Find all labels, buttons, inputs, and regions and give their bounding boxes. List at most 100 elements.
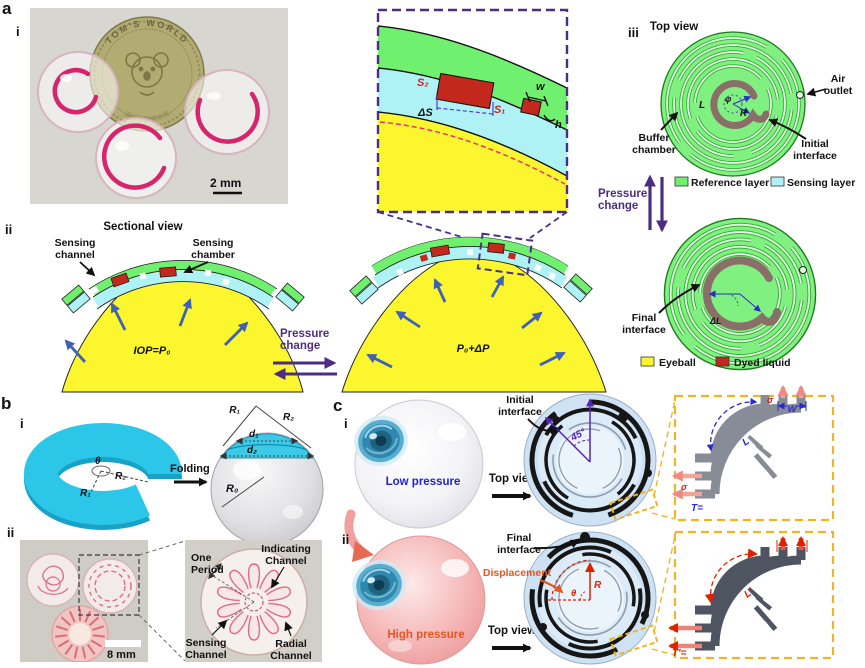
sensing-chamber-line1: Sensing — [193, 237, 234, 249]
radius-arrow — [732, 95, 752, 105]
initial-interface-line1: Initial — [801, 138, 829, 150]
pressure-v-line2: change — [598, 200, 638, 212]
sensing-channel-line2: channel — [55, 249, 95, 261]
iop-changed-label: P₀+ΔP — [457, 343, 490, 355]
lens-closeup-photo: One Period Indicating Channel Sensing Ch… — [185, 540, 322, 662]
inset-connector-right — [529, 211, 568, 239]
dyed-liquid-channel — [520, 97, 542, 117]
indicator-arcs — [529, 399, 651, 521]
panel-a: a i TOM'S WORLD 湯姆熊歡樂世界 — [2, 0, 855, 393]
d2-label: d₂ — [247, 445, 257, 456]
d1-label: d₁ — [249, 429, 259, 440]
sensing-layer-band — [378, 68, 567, 176]
selection-dashed-box — [78, 554, 140, 616]
r2-cap-label: R₂ — [283, 412, 294, 423]
sensing-channels-white — [90, 267, 230, 295]
initial-interface-line2: interface — [793, 150, 837, 162]
folding-annotation: Folding — [170, 463, 210, 487]
center-dotted-circle — [723, 94, 743, 114]
dyed-liquid-shifted — [487, 242, 505, 254]
panel-a-label: a — [2, 0, 12, 18]
initial-interface-annotation: Initial interface — [768, 118, 837, 162]
delta-s-label: ΔS — [417, 107, 433, 119]
eyeball-swatch — [640, 356, 655, 367]
one-period-line2: Period — [191, 564, 224, 576]
panel-a-i-label: i — [16, 24, 20, 39]
magnified-inset: S₂ S₁ ΔS w h — [376, 8, 569, 241]
zoom-connector-top — [138, 540, 186, 556]
inset-dashed-box — [376, 8, 569, 214]
panel-a-ii-label: ii — [5, 222, 12, 237]
air-outlet-hole — [799, 266, 807, 274]
indicating-channel-annotation: Indicating Channel — [261, 543, 311, 589]
r1-ring-label: R₁ — [80, 488, 91, 499]
final-interface-annotation: Final interface — [622, 284, 701, 336]
panel-c-i-label: i — [344, 416, 348, 431]
radius-arrow — [732, 103, 751, 114]
scale-label-2mm: 2 mm — [210, 176, 241, 190]
r-label: R — [740, 108, 747, 119]
theta-c-label: θ — [571, 588, 577, 599]
model-eyeball-sphere: R₁ R₂ d₁ d₂ R₀ — [210, 405, 324, 546]
dyed-liquid-arc-final — [702, 256, 781, 331]
l-label: L — [699, 100, 705, 111]
radius-arrow — [739, 293, 762, 312]
final-interface-annotation-c: Final interface — [497, 532, 580, 556]
eyeball-dome-changed: P₀+ΔP — [341, 232, 607, 393]
buffer-chamber-line1: Buffer — [639, 132, 670, 144]
dyed-liquid-arc-initial — [710, 80, 770, 130]
sensing-b-line1: Sensing — [186, 637, 227, 649]
zoom-connector — [651, 648, 676, 656]
eyeball-low-pressure: Low pressure — [346, 399, 484, 529]
sensing-channel-annotation: Sensing channel — [55, 237, 95, 277]
sensing-chamber-red — [159, 266, 177, 278]
legend-layers: Reference layer Sensing layer — [674, 176, 855, 189]
r1-cap-label: R₁ — [229, 405, 240, 416]
folded-lens-cap — [220, 433, 314, 459]
radius-c-label: R — [594, 580, 602, 591]
lens-coin-photo: TOM'S WORLD 湯姆熊歡樂世界 2 mm — [30, 8, 288, 204]
zoom-source-dashed-box — [476, 232, 534, 277]
top-view-low-label: Top view — [489, 473, 537, 485]
width-label: W — [788, 404, 798, 415]
displacement-annotation: Displacement — [483, 567, 564, 594]
initial-interface-c-line2: interface — [498, 406, 542, 418]
eyeball-region — [378, 112, 567, 212]
sensing-b-line2: Channel — [185, 649, 227, 661]
top-view-circle-high: θ R — [523, 531, 659, 665]
delta-l-label: ΔL — [709, 316, 722, 326]
theta-label: θ — [95, 456, 101, 467]
panel-b-ii-label: ii — [7, 525, 14, 540]
air-outlet-line2: outlet — [824, 85, 853, 97]
iop-arrows-changed — [366, 275, 566, 369]
initial-interface-c-line1: Initial — [506, 394, 534, 406]
legend-materials: Eyeball Dyed liquid — [640, 356, 791, 369]
initial-interface-annotation-c: Initial interface — [498, 394, 558, 436]
sectional-view-title: Sectional view — [103, 221, 182, 233]
sensing-chamber-line2: chamber — [191, 249, 235, 261]
buffer-chamber-line2: chamber — [632, 144, 676, 156]
top-view-high-label: Top view — [488, 625, 536, 637]
folding-label: Folding — [170, 463, 210, 475]
pink-lens-b — [82, 558, 138, 614]
displacement-geometry: θ R — [548, 559, 602, 601]
dyed-liquid-label: Dyed liquid — [734, 357, 791, 369]
final-interface-line1: Final — [632, 312, 657, 324]
one-period-annotation: One Period — [191, 552, 224, 576]
eyeball-label: Eyeball — [659, 357, 696, 369]
tension-label: T= — [691, 503, 703, 514]
sigma-top-label: σ — [767, 395, 774, 405]
one-period-line1: One — [191, 552, 212, 564]
cyan-ring: θ R₂ R₁ — [24, 422, 182, 530]
sensing-chamber-annotation: Sensing chamber — [183, 237, 235, 274]
zoom-source-box-high — [609, 624, 659, 657]
final-interface-c-line1: Final — [507, 532, 532, 544]
one-period-arrow — [208, 562, 222, 580]
panel-c-label: c — [333, 396, 342, 415]
reference-layer-label: Reference layer — [691, 177, 769, 189]
length-label: L — [740, 436, 751, 449]
radial-line1: Radial — [275, 638, 307, 650]
s1-label: S₁ — [494, 104, 505, 116]
scale-label-8mm: 8 mm — [107, 649, 136, 661]
